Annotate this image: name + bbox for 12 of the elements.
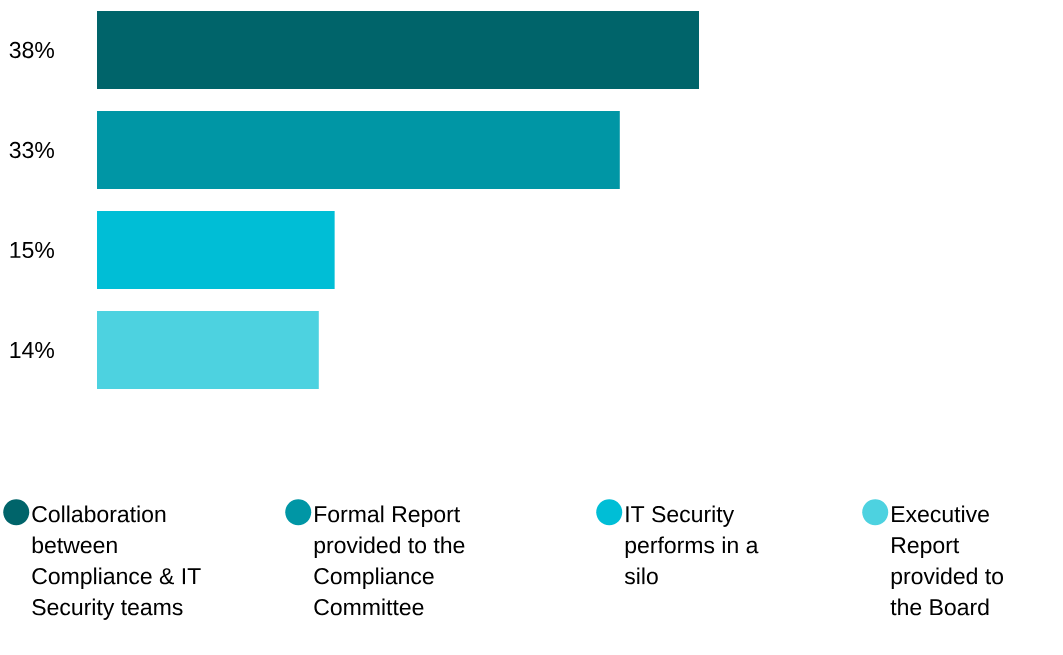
bar — [97, 110, 620, 189]
legend-label: Executive Report provided to the Board — [890, 505, 1004, 616]
bar — [97, 210, 335, 289]
legend-label: Collaboration between Compliance & IT Security teams — [32, 505, 201, 620]
bar — [97, 310, 319, 389]
legend-label: Formal Report provided to the Compliance Committee — [314, 505, 465, 616]
data-label: 14% — [10, 341, 54, 359]
data-label: 38% — [9, 41, 54, 59]
legend-label: IT Security performs in a silo — [624, 505, 759, 585]
data-label: 33% — [9, 141, 54, 159]
data-label: 15% — [10, 241, 54, 259]
bar — [97, 10, 700, 89]
